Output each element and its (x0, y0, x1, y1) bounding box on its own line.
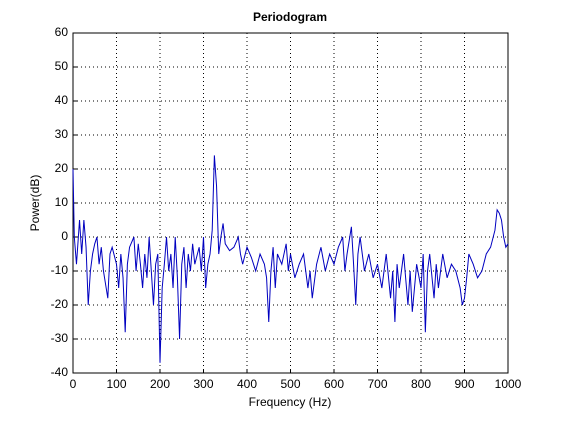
plot-frame (72, 32, 509, 374)
x-tick-label: 200 (150, 377, 170, 391)
y-tick-label: -40 (51, 365, 69, 379)
x-tick-label: 600 (324, 377, 344, 391)
y-tick-label: 0 (61, 229, 68, 243)
y-tick-label: 50 (55, 59, 69, 73)
x-tick-label: 400 (237, 377, 257, 391)
x-tick-label: 900 (454, 377, 474, 391)
x-axis-label: Frequency (Hz) (249, 395, 332, 409)
x-tick-label: 800 (411, 377, 431, 391)
x-tick-label: 700 (367, 377, 387, 391)
x-tick-label: 500 (280, 377, 300, 391)
y-tick-label: 60 (55, 25, 69, 39)
y-tick-label: -30 (51, 331, 69, 345)
y-tick-label: 40 (55, 93, 69, 107)
x-tick-label: 100 (106, 377, 126, 391)
chart-title: Periodogram (253, 10, 327, 24)
y-tick-label: -10 (51, 263, 69, 277)
x-tick-label: 1000 (495, 377, 522, 391)
data-line (72, 155, 509, 363)
y-tick-label: 10 (55, 195, 69, 209)
x-tick-label: 0 (70, 377, 77, 391)
y-tick-label: 30 (55, 127, 69, 141)
x-tick-label: 300 (193, 377, 213, 391)
y-tick-label: -20 (51, 297, 69, 311)
y-tick-label: 20 (55, 161, 69, 175)
y-axis-label: Power(dB) (28, 175, 42, 232)
